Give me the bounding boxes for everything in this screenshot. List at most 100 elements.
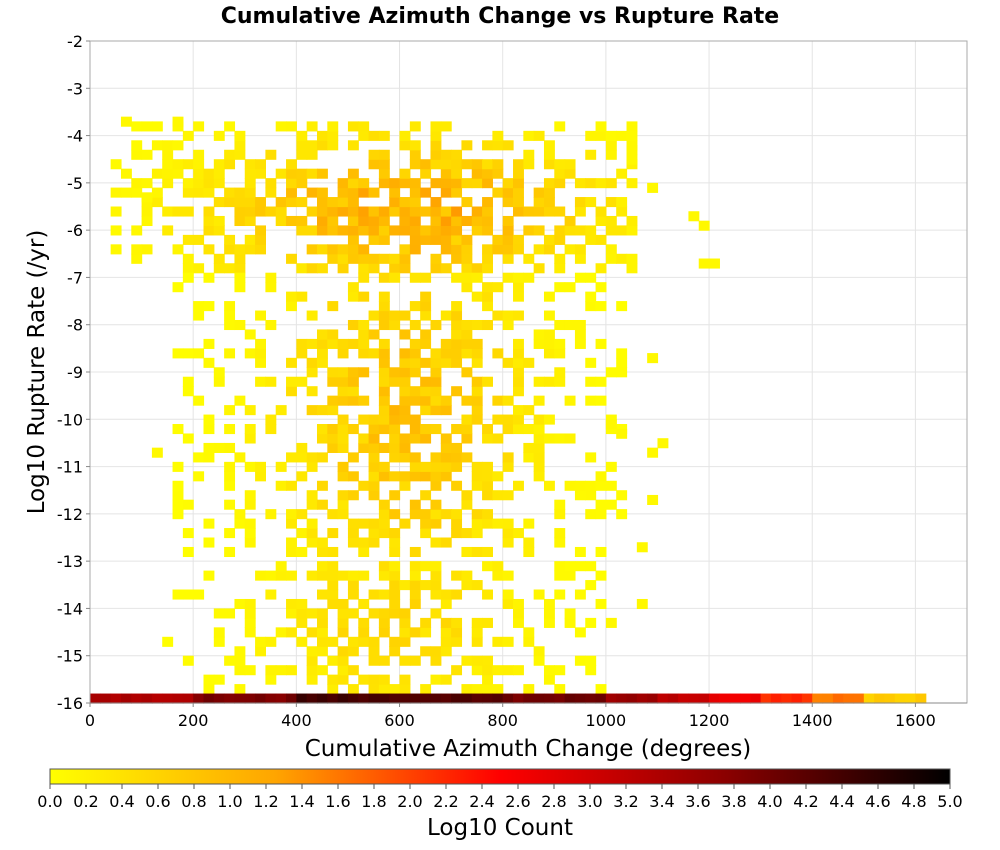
- heatmap-cell: [554, 178, 566, 189]
- heatmap-cell: [471, 471, 483, 482]
- heatmap-cell: [482, 197, 493, 208]
- heatmap-cell: [368, 684, 380, 695]
- heatmap-cell: [482, 178, 493, 189]
- heatmap-cell: [182, 187, 194, 198]
- heatmap-cell: [430, 608, 442, 619]
- heatmap-cell: [409, 693, 421, 704]
- heatmap-cell: [327, 433, 339, 444]
- heatmap-cell: [420, 693, 432, 704]
- heatmap-cell: [502, 570, 514, 581]
- heatmap-cell: [358, 121, 370, 132]
- heatmap-cell: [296, 693, 308, 704]
- heatmap-cell: [626, 263, 638, 274]
- heatmap-cell: [409, 338, 421, 349]
- heatmap-cell: [255, 338, 266, 349]
- heatmap-cell: [286, 627, 297, 638]
- heatmap-cell: [265, 424, 277, 435]
- heatmap-cell: [399, 140, 411, 151]
- heatmap-cell: [378, 561, 390, 572]
- heatmap-cell: [358, 693, 370, 704]
- heatmap-cell: [750, 693, 762, 704]
- heatmap-cell: [172, 490, 184, 501]
- heatmap-cell: [626, 225, 638, 236]
- heatmap-cell: [471, 617, 483, 628]
- heatmap-cell: [430, 149, 442, 160]
- heatmap-cell: [389, 253, 401, 264]
- heatmap-cell: [585, 561, 597, 572]
- heatmap-cell: [440, 627, 452, 638]
- heatmap-cell: [409, 598, 421, 610]
- heatmap-cell: [543, 414, 555, 425]
- heatmap-cell: [224, 149, 236, 160]
- heatmap-cell: [461, 684, 473, 695]
- heatmap-cell: [420, 684, 432, 695]
- heatmap-cell: [234, 518, 246, 529]
- heatmap-cell: [440, 646, 452, 657]
- heatmap-cell: [296, 376, 308, 387]
- heatmap-cell: [440, 693, 452, 704]
- heatmap-cell: [286, 291, 297, 302]
- heatmap-cell: [595, 499, 607, 510]
- heatmap-cell: [244, 405, 256, 416]
- heatmap-cell: [275, 693, 287, 704]
- heatmap-cell: [554, 338, 566, 349]
- heatmap-cell: [502, 187, 514, 198]
- heatmap-cell: [131, 244, 143, 255]
- heatmap-cell: [698, 258, 710, 269]
- heatmap-cell: [378, 499, 390, 510]
- heatmap-cell: [451, 509, 463, 520]
- heatmap-cell: [471, 215, 483, 227]
- heatmap-cell: [151, 187, 163, 198]
- heatmap-cell: [832, 693, 844, 704]
- colorbar-ticks: 0.0 0.2 0.4 0.6 0.8 1.0 1.2 1.4 1.6 1.8 2.0 2.2 2.4 2…: [37, 784, 963, 811]
- heatmap-cell: [203, 272, 215, 283]
- heatmap-cell: [389, 490, 401, 501]
- heatmap-cell: [605, 140, 617, 151]
- heatmap-cell: [409, 357, 421, 368]
- heatmap-cell: [203, 215, 215, 227]
- heatmap-cell: [172, 116, 184, 127]
- heatmap-cell: [492, 310, 504, 321]
- heatmap-cell: [224, 424, 236, 435]
- heatmap-cell: [574, 319, 586, 331]
- heatmap-cell: [430, 499, 442, 510]
- heatmap-cell: [451, 528, 463, 539]
- heatmap-cell: [337, 338, 349, 349]
- heatmap-cell: [554, 589, 566, 600]
- heatmap-cell: [409, 452, 421, 463]
- heatmap-cell: [203, 357, 215, 368]
- heatmap-cell: [502, 518, 514, 529]
- heatmap-cell: [420, 528, 432, 539]
- colorbar-tick-label: 3.8: [721, 792, 746, 811]
- heatmap-cell: [182, 130, 194, 141]
- heatmap-cell: [368, 310, 380, 321]
- heatmap-cell: [347, 528, 359, 539]
- heatmap-cell: [234, 130, 246, 141]
- heatmap-cell: [316, 244, 328, 255]
- heatmap-cell: [440, 471, 452, 482]
- heatmap-cell: [182, 272, 194, 283]
- heatmap-cell: [430, 646, 442, 657]
- colorbar-tick-label: 0.6: [145, 792, 170, 811]
- heatmap-cell: [451, 272, 463, 283]
- heatmap-cell: [440, 234, 452, 245]
- heatmap-cell: [440, 215, 452, 227]
- heatmap-cell: [502, 215, 514, 227]
- heatmap-cell: [244, 627, 256, 638]
- heatmap-cell: [337, 646, 349, 657]
- heatmap-cell: [533, 225, 545, 236]
- heatmap-cell: [182, 546, 194, 558]
- heatmap-cell: [471, 338, 483, 349]
- colorbar-tick-label: 1.6: [325, 792, 350, 811]
- heatmap-cell: [471, 480, 483, 491]
- heatmap-cell: [151, 447, 163, 458]
- heatmap-cell: [182, 386, 194, 397]
- heatmap-cell: [595, 546, 607, 558]
- heatmap-cell: [502, 461, 514, 472]
- heatmap-cell: [420, 424, 432, 435]
- heatmap-cell: [399, 405, 411, 416]
- heatmap-cell: [461, 215, 473, 227]
- heatmap-cell: [255, 197, 266, 208]
- heatmap-cell: [513, 282, 524, 293]
- heatmap-cell: [420, 301, 432, 312]
